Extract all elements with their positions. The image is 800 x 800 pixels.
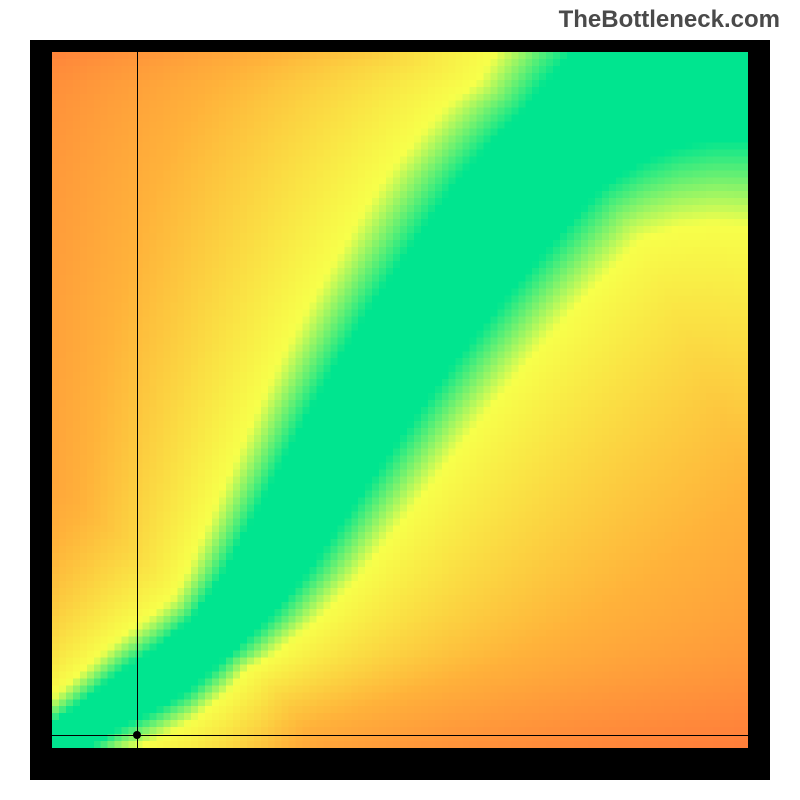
marker-crosshair-vertical	[137, 52, 138, 748]
marker-crosshair-horizontal	[52, 735, 748, 736]
chart-frame	[30, 40, 770, 780]
marker-dot	[133, 731, 141, 739]
chart-container: TheBottleneck.com	[0, 0, 800, 800]
heatmap-canvas	[52, 52, 748, 748]
watermark-text: TheBottleneck.com	[559, 6, 780, 34]
